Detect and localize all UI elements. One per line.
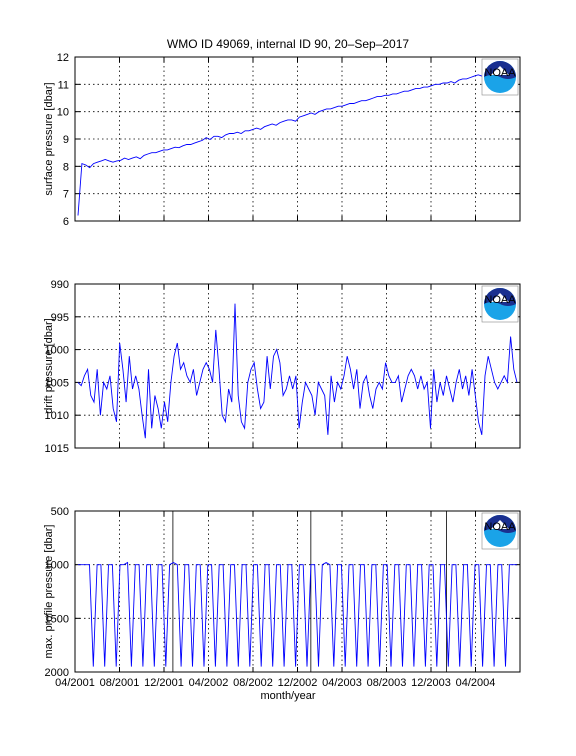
noaa-logo-bird [491, 66, 509, 75]
x-tick-label: 12/2003 [411, 677, 451, 689]
y-tick-label: 12 [57, 52, 69, 64]
y-tick-label: 1005 [45, 377, 69, 389]
y-axis-label: max. profile pressure [dbar] [43, 525, 55, 659]
y-tick-label: 10 [57, 107, 69, 119]
x-tick-label: 12/2001 [144, 677, 184, 689]
y-tick-label: 1000 [45, 560, 69, 572]
x-tick-label: 04/2003 [322, 677, 362, 689]
x-tick-label: 04/2002 [189, 677, 229, 689]
series-line [77, 303, 518, 439]
series-line [77, 72, 518, 216]
series-line [78, 561, 517, 667]
y-axis-label: surface pressure [dbar] [43, 82, 55, 195]
y-tick-label: 990 [51, 279, 69, 291]
axes-box [74, 283, 521, 449]
y-tick-label: 1500 [45, 613, 69, 625]
x-tick-label: 08/2001 [100, 677, 140, 689]
noaa-logo-bird [491, 293, 509, 302]
y-tick-label: 1000 [45, 345, 69, 357]
y-tick-label: 9 [63, 134, 69, 146]
y-axis-label: drift pressure [dbar] [43, 318, 55, 413]
x-axis-label: month/year [260, 690, 316, 702]
y-tick-label: 6 [63, 216, 69, 228]
y-tick-label: 1010 [45, 410, 69, 422]
noaa-logo-text: NOAA [484, 67, 516, 79]
y-tick-label: 11 [58, 79, 69, 91]
axes-box [74, 510, 521, 673]
figure-title: WMO ID 49069, internal ID 90, 20–Sep–201… [166, 37, 410, 51]
y-tick-label: 1015 [45, 443, 69, 455]
y-tick-label: 2000 [45, 667, 69, 679]
x-tick-label: 08/2003 [367, 677, 407, 689]
x-tick-label: 04/2004 [456, 677, 496, 689]
noaa-logo-text: NOAA [484, 294, 516, 306]
y-tick-label: 8 [63, 161, 69, 173]
noaa-logo-text: NOAA [484, 521, 516, 533]
y-tick-label: 500 [51, 506, 69, 518]
x-tick-label: 12/2002 [278, 677, 318, 689]
y-tick-label: 7 [63, 189, 69, 201]
noaa-logo-bird [491, 520, 509, 529]
x-tick-label: 04/2001 [55, 677, 95, 689]
y-tick-label: 995 [51, 312, 69, 324]
axes-box [74, 56, 521, 222]
x-tick-label: 08/2002 [233, 677, 273, 689]
